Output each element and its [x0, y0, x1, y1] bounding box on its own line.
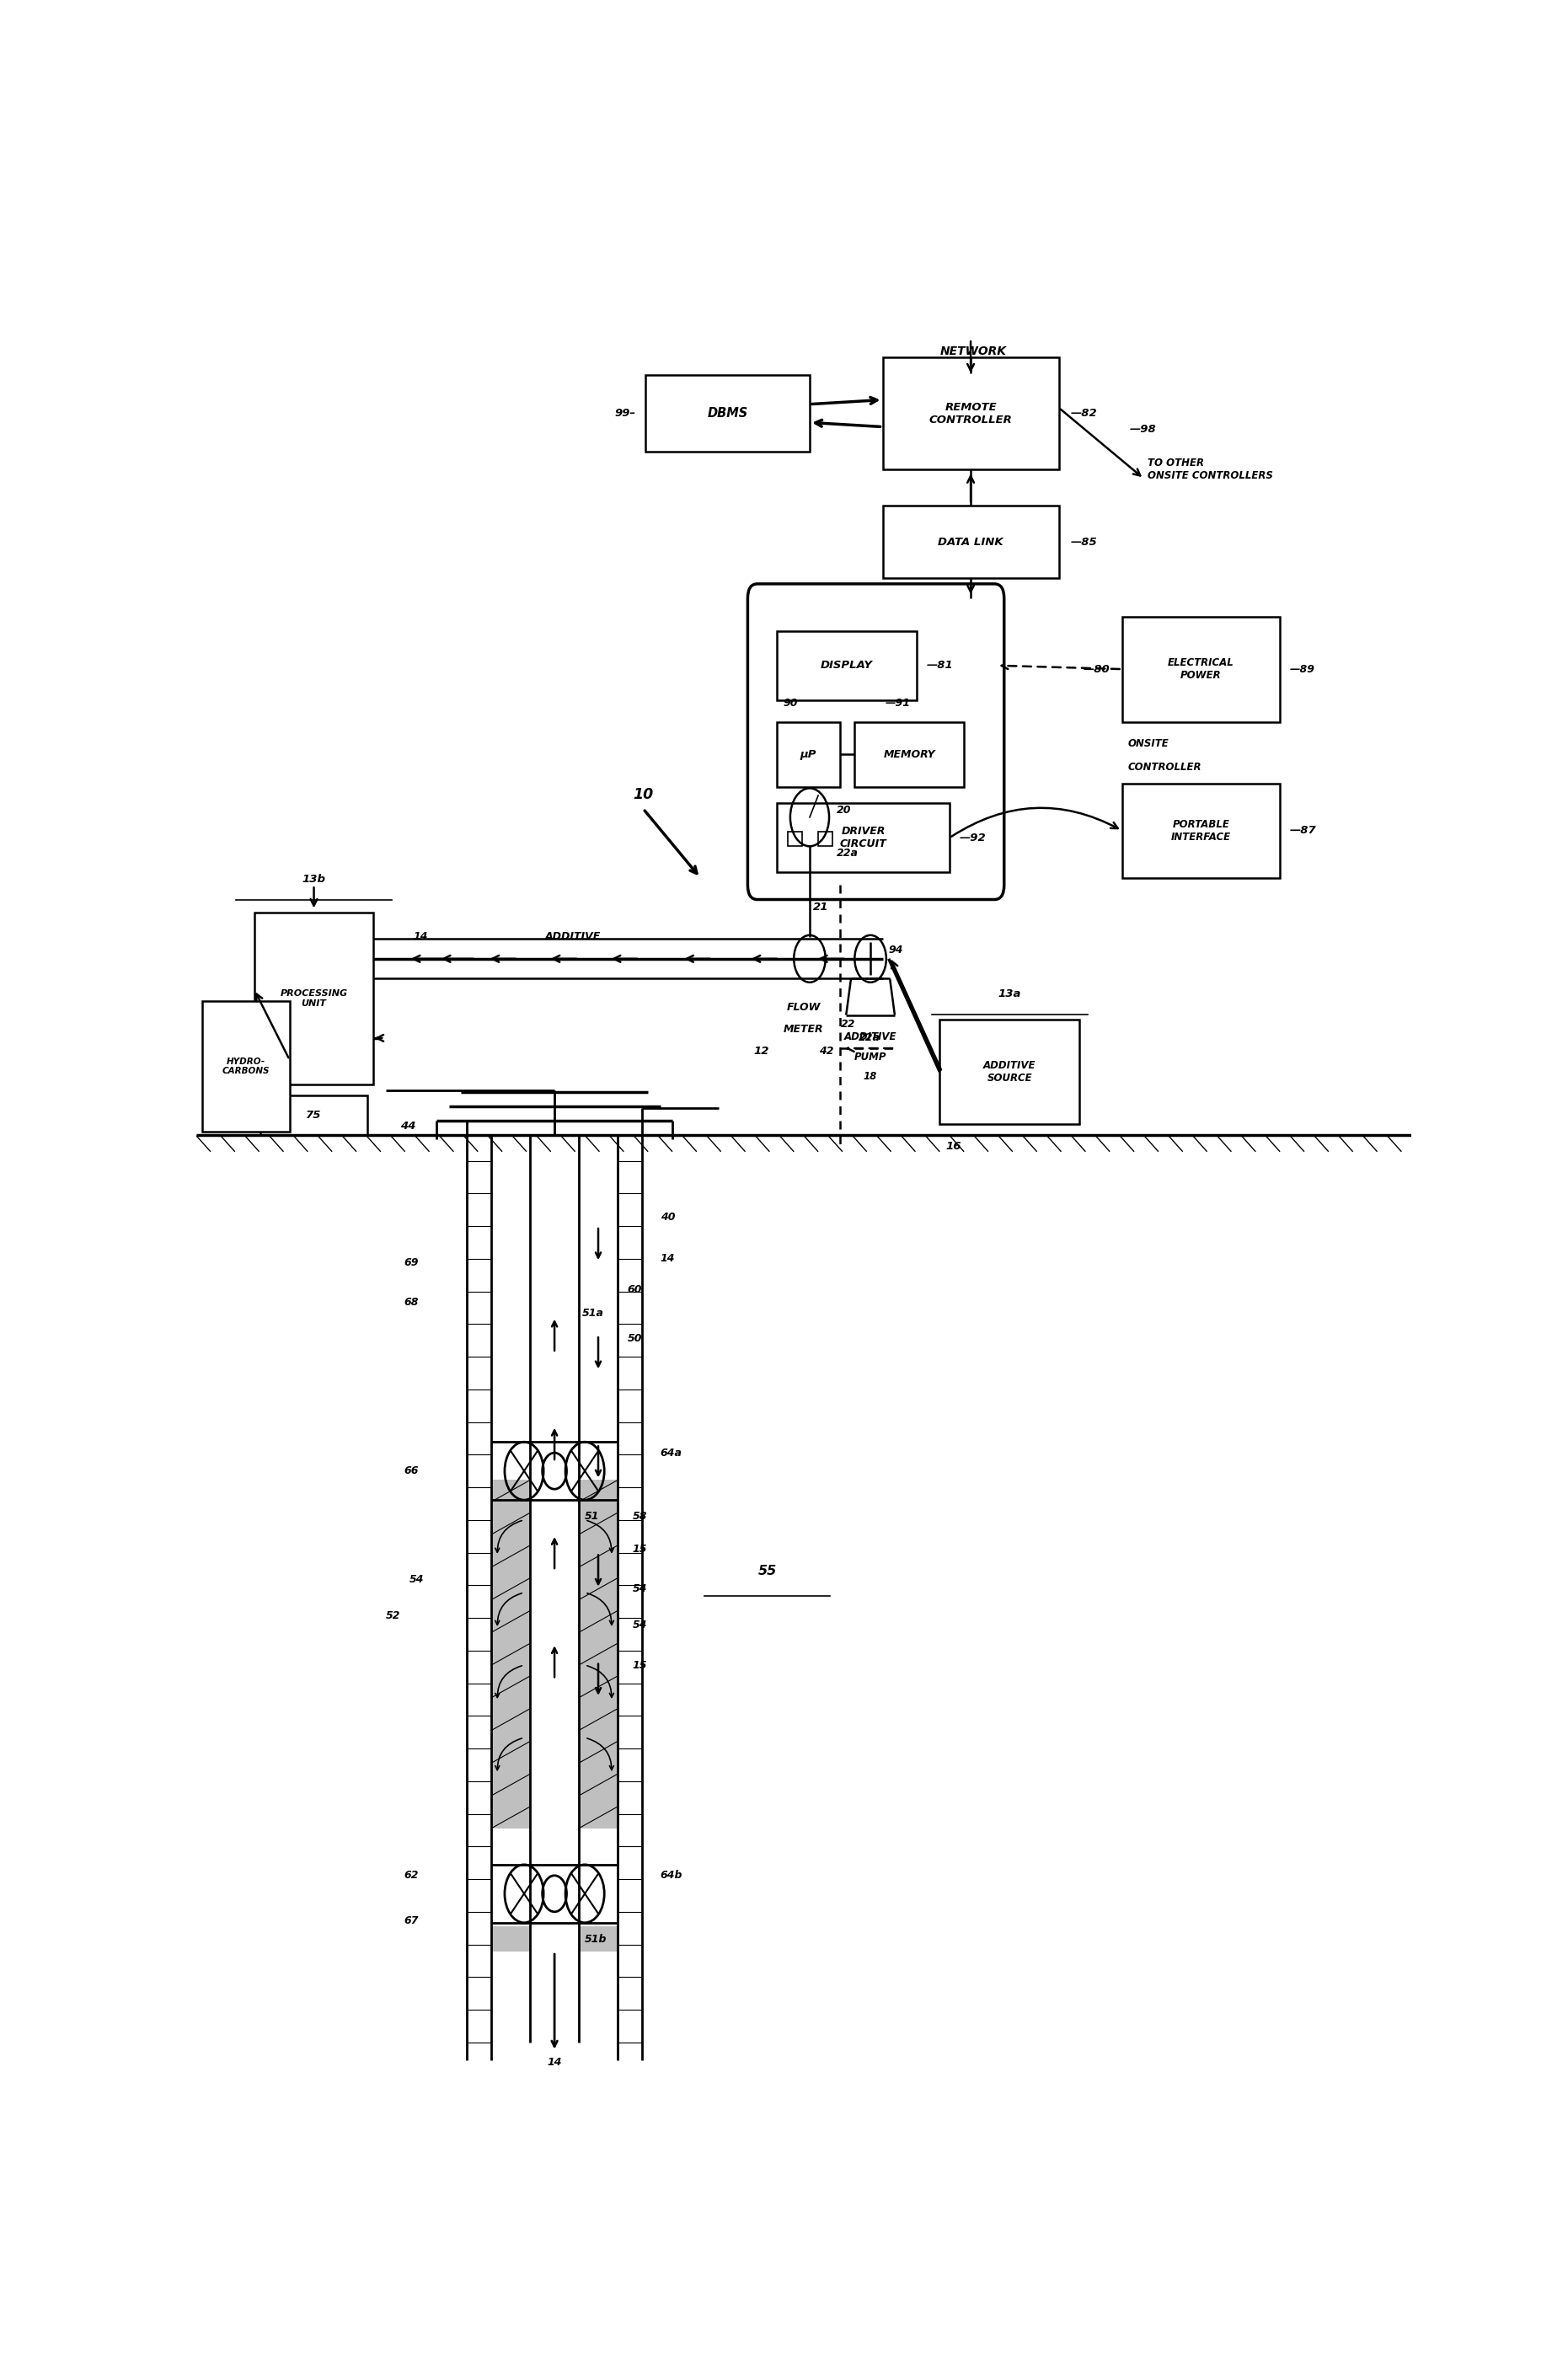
Bar — [1123, 785, 1279, 879]
Text: 54: 54 — [632, 1583, 648, 1595]
Text: 15: 15 — [632, 1659, 648, 1670]
Bar — [776, 721, 840, 787]
Text: 42: 42 — [820, 1046, 834, 1058]
Text: 66: 66 — [403, 1465, 419, 1477]
Text: 60: 60 — [627, 1284, 643, 1296]
Text: 94: 94 — [889, 945, 903, 954]
Text: 90: 90 — [782, 697, 798, 709]
Text: PUMP: PUMP — [855, 1051, 886, 1063]
Text: —87: —87 — [1290, 825, 1317, 836]
Bar — [202, 1001, 290, 1131]
Polygon shape — [579, 1927, 618, 1951]
Text: 22: 22 — [840, 1018, 856, 1030]
Text: 64b: 64b — [660, 1871, 682, 1880]
Text: 10: 10 — [633, 787, 654, 801]
Text: 40: 40 — [660, 1211, 674, 1223]
Text: —80: —80 — [1083, 664, 1110, 674]
Text: DISPLAY: DISPLAY — [820, 660, 873, 671]
Text: 67: 67 — [403, 1915, 419, 1927]
Text: —85: —85 — [1071, 537, 1098, 547]
Text: ADDITIVE
SOURCE: ADDITIVE SOURCE — [983, 1060, 1036, 1084]
Text: 52: 52 — [386, 1612, 400, 1621]
Text: 51: 51 — [585, 1510, 599, 1522]
Text: DRIVER
CIRCUIT: DRIVER CIRCUIT — [839, 827, 886, 851]
Text: 18: 18 — [864, 1072, 877, 1081]
Text: PROCESSING
UNIT: PROCESSING UNIT — [281, 990, 348, 1008]
Bar — [646, 375, 809, 452]
Text: —98: —98 — [1129, 424, 1156, 436]
Text: ADDITIVE: ADDITIVE — [544, 931, 601, 942]
Text: μP: μP — [800, 749, 817, 761]
Text: ELECTRICAL
POWER: ELECTRICAL POWER — [1168, 657, 1234, 681]
Text: PORTABLE
INTERFACE: PORTABLE INTERFACE — [1171, 820, 1231, 843]
Text: —92: —92 — [960, 832, 986, 843]
Text: 22a: 22a — [858, 1032, 880, 1044]
Text: TO OTHER
ONSITE CONTROLLERS: TO OTHER ONSITE CONTROLLERS — [1148, 457, 1273, 481]
Polygon shape — [491, 1480, 530, 1828]
Text: NETWORK: NETWORK — [941, 346, 1007, 358]
Text: 14: 14 — [660, 1253, 674, 1265]
Polygon shape — [579, 1480, 618, 1828]
Text: 22a: 22a — [836, 848, 858, 860]
Text: 54: 54 — [409, 1574, 425, 1586]
Text: 13b: 13b — [303, 874, 326, 886]
Text: 44: 44 — [400, 1121, 416, 1131]
Text: 62: 62 — [403, 1871, 419, 1880]
Text: 14: 14 — [414, 931, 428, 942]
Bar — [776, 631, 917, 700]
Text: 54: 54 — [632, 1619, 648, 1630]
Text: ADDITIVE: ADDITIVE — [844, 1032, 897, 1041]
Text: 50: 50 — [627, 1333, 643, 1343]
Bar — [883, 507, 1058, 580]
Bar — [260, 1096, 367, 1136]
Text: 68: 68 — [403, 1296, 419, 1308]
Text: 64a: 64a — [660, 1447, 682, 1458]
Text: 99–: 99– — [615, 408, 637, 419]
Text: METER: METER — [784, 1025, 823, 1034]
Bar — [939, 1020, 1079, 1124]
Bar — [855, 721, 964, 787]
Text: DATA LINK: DATA LINK — [938, 537, 1004, 547]
Text: 15: 15 — [632, 1543, 648, 1555]
Bar — [787, 832, 803, 846]
Text: CONTROLLER: CONTROLLER — [1127, 761, 1201, 773]
Bar — [776, 803, 950, 872]
Text: —89: —89 — [1290, 664, 1316, 674]
Text: 51a: 51a — [582, 1308, 604, 1319]
Text: 14: 14 — [547, 2057, 561, 2069]
FancyBboxPatch shape — [748, 584, 1004, 900]
Text: 16: 16 — [946, 1140, 961, 1152]
Text: 69: 69 — [403, 1256, 419, 1268]
Polygon shape — [491, 1927, 530, 1951]
Text: FLOW: FLOW — [787, 1001, 820, 1013]
Text: 12: 12 — [753, 1046, 768, 1058]
Text: —81: —81 — [927, 660, 953, 671]
Text: HYDRO-
CARBONS: HYDRO- CARBONS — [223, 1058, 270, 1077]
Text: 51b: 51b — [585, 1934, 607, 1944]
Text: —91: —91 — [884, 697, 911, 709]
Text: ONSITE: ONSITE — [1127, 737, 1170, 749]
Text: —82: —82 — [1071, 408, 1098, 419]
Text: 75: 75 — [306, 1110, 321, 1121]
Text: REMOTE
CONTROLLER: REMOTE CONTROLLER — [928, 401, 1013, 424]
Text: 55: 55 — [757, 1564, 776, 1576]
Bar — [254, 912, 373, 1084]
Bar — [1123, 617, 1279, 721]
Text: MEMORY: MEMORY — [883, 749, 935, 761]
Text: 13a: 13a — [997, 990, 1021, 999]
Text: 21: 21 — [812, 902, 828, 912]
Text: 58: 58 — [632, 1510, 648, 1522]
Text: DBMS: DBMS — [707, 408, 748, 419]
Bar — [883, 358, 1058, 469]
Bar — [818, 832, 833, 846]
Text: 20: 20 — [836, 803, 851, 815]
